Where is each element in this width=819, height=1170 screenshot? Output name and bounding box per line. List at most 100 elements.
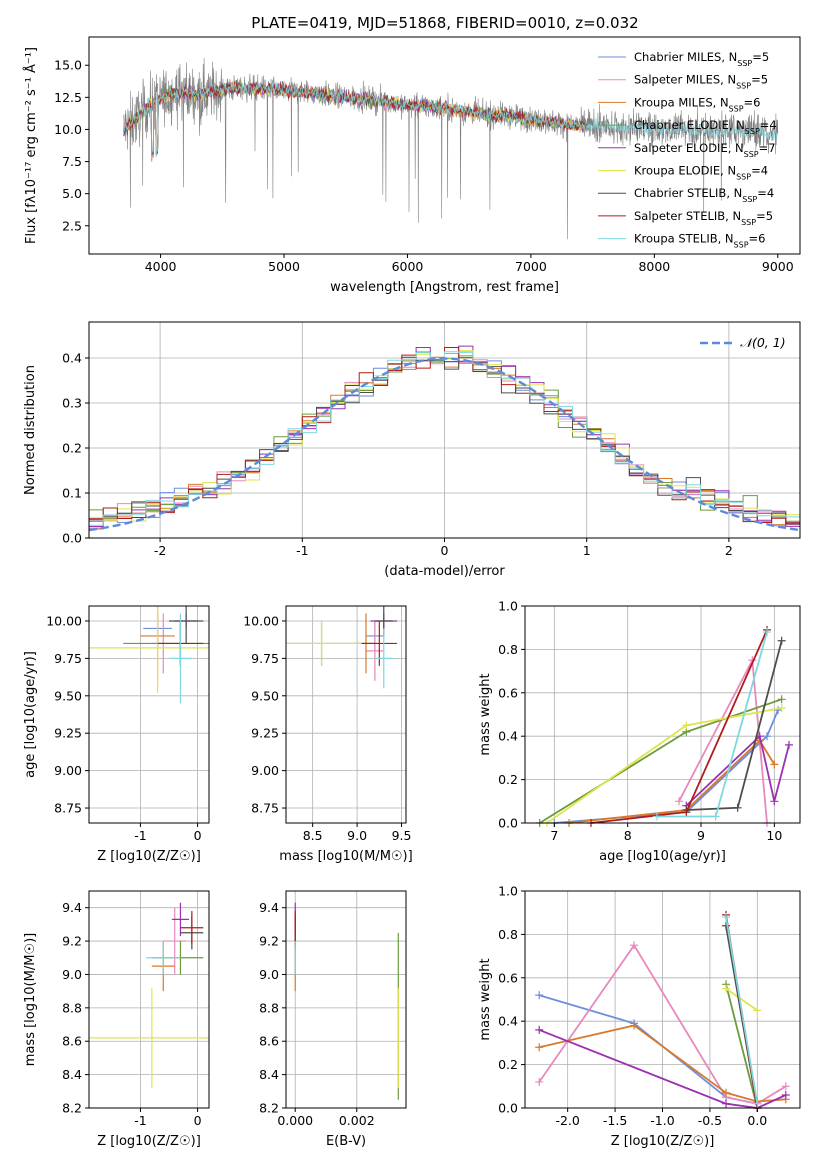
x-tick-label: 8 bbox=[624, 828, 632, 843]
weight-series-line bbox=[725, 984, 759, 1109]
weight-point-marker bbox=[777, 695, 786, 704]
y-tick-label: 8.2 bbox=[259, 1101, 279, 1116]
weight-point-marker bbox=[682, 721, 691, 730]
y-axis-label: Normed distribution bbox=[23, 365, 38, 495]
plot-frame bbox=[285, 605, 407, 824]
plot-frame bbox=[285, 890, 407, 1109]
weight-point-marker bbox=[722, 1099, 731, 1108]
y-tick-label: 8.8 bbox=[62, 1000, 82, 1015]
x-axis-label: Z [log10(Z/Z☉)] bbox=[97, 849, 201, 864]
y-tick-label: 9.2 bbox=[259, 934, 279, 949]
x-tick-label: 0.002 bbox=[339, 1113, 375, 1128]
residuals-axes bbox=[88, 322, 801, 539]
mass_vs_ebv-frame: 0.000 0.002 8.2 8.4 8.6 8.8 9.0 9.2 9.4 E(B-V) bbox=[259, 890, 407, 1149]
x-tick-label: 9.0 bbox=[347, 828, 367, 843]
weight_vs_Z-frame: -2.0 -1.5 -1.0 -0.5 0.0 0.0 0.2 0.4 0.6 0.8 1.0 Z [… bbox=[478, 884, 801, 1149]
weight-series-line bbox=[568, 739, 776, 824]
weight-point-marker bbox=[675, 797, 683, 806]
x-tick-label: 6000 bbox=[392, 259, 424, 274]
residual-histogram bbox=[89, 356, 800, 525]
y-tick-label: 0.2 bbox=[498, 1057, 518, 1072]
weight-point-marker bbox=[722, 1088, 731, 1097]
y-tick-label: 1.0 bbox=[498, 599, 518, 614]
mass_vs_ebv-axes bbox=[286, 891, 406, 1109]
x-axis-label: (data-model)/error bbox=[384, 564, 505, 579]
x-tick-label: 10 bbox=[766, 828, 782, 843]
weight-point-marker bbox=[722, 984, 731, 993]
legend-entry: Chabrier MILES, NSSP=5 bbox=[634, 50, 769, 68]
x-tick-label: -2.0 bbox=[555, 1113, 579, 1128]
x-tick-label: -1 bbox=[134, 1113, 146, 1128]
weight-point-marker bbox=[781, 1082, 790, 1091]
y-tick-label: 8.4 bbox=[62, 1067, 82, 1082]
weight-series-line bbox=[539, 698, 782, 824]
x-tick-label: 0 bbox=[194, 828, 202, 843]
x-tick-label: 7 bbox=[550, 828, 558, 843]
model-spectrum-line bbox=[123, 81, 584, 157]
legend-entry: Chabrier ELODIE, NSSP=4 bbox=[634, 118, 777, 136]
x-tick-label: 8000 bbox=[638, 259, 670, 274]
spectrum-legend: Chabrier MILES, NSSP=5 Salpeter MILES, NS… bbox=[598, 50, 777, 249]
legend-entry: Chabrier STELIB, NSSP=4 bbox=[634, 186, 774, 204]
weight-point-marker bbox=[777, 636, 786, 645]
weight_vs_Z-axes bbox=[525, 890, 800, 1112]
y-tick-label: 0.0 bbox=[498, 816, 518, 831]
y-tick-label: 0.3 bbox=[62, 396, 82, 411]
x-axis-label: age [log10(age/yr)] bbox=[599, 849, 726, 864]
y-tick-label: 0.4 bbox=[498, 729, 518, 744]
y-axis-label: mass [log10(M/M☉)] bbox=[23, 933, 38, 1066]
residual-histogram bbox=[89, 351, 800, 526]
y-tick-label: 2.5 bbox=[62, 218, 82, 233]
weight-point-marker bbox=[781, 1090, 790, 1099]
y-axis-label: age [log10(age/yr)] bbox=[23, 651, 38, 778]
weight-series-line bbox=[685, 734, 790, 807]
weight-point-marker bbox=[777, 703, 786, 712]
weight-series-line bbox=[546, 707, 782, 824]
x-tick-label: -1.0 bbox=[650, 1113, 674, 1128]
errorbar-points bbox=[89, 606, 209, 704]
weight-point-marker bbox=[770, 797, 779, 806]
y-axis-label: Flux [fλ10⁻¹⁷ erg cm⁻² s⁻¹ Å⁻¹] bbox=[23, 47, 39, 244]
y-tick-label: 15.0 bbox=[54, 58, 82, 73]
normal-pdf-curve bbox=[88, 357, 801, 532]
y-tick-label: 9.00 bbox=[251, 763, 279, 778]
x-tick-label: 8.5 bbox=[303, 828, 323, 843]
weight-point-marker bbox=[535, 1043, 544, 1052]
y-tick-label: 8.75 bbox=[54, 801, 82, 816]
age_vs_mass-axes bbox=[286, 606, 406, 823]
x-tick-label: 9000 bbox=[762, 259, 794, 274]
weight-point-marker bbox=[753, 1099, 762, 1108]
weight-point-marker bbox=[630, 941, 639, 950]
x-axis-label: Z [log10(Z/Z☉)] bbox=[611, 1134, 715, 1149]
y-tick-label: 7.5 bbox=[62, 154, 82, 169]
errorbar-points bbox=[89, 902, 209, 1088]
y-tick-label: 0.0 bbox=[498, 1101, 518, 1116]
legend-entry: Salpeter STELIB, NSSP=5 bbox=[634, 209, 773, 227]
y-tick-label: 8.6 bbox=[259, 1034, 279, 1049]
y-tick-label: 8.6 bbox=[62, 1034, 82, 1049]
y-tick-label: 9.50 bbox=[54, 688, 82, 703]
weight-point-marker bbox=[733, 803, 742, 812]
y-tick-label: 8.4 bbox=[259, 1067, 279, 1082]
x-tick-label: 4000 bbox=[145, 259, 177, 274]
legend-entry: Kroupa ELODIE, NSSP=4 bbox=[634, 164, 768, 182]
y-tick-label: 9.2 bbox=[62, 934, 82, 949]
x-tick-label: -1 bbox=[134, 828, 146, 843]
weight-point-marker bbox=[653, 812, 661, 821]
y-tick-label: 9.75 bbox=[54, 651, 82, 666]
y-tick-label: 0.8 bbox=[498, 642, 518, 657]
y-tick-label: 9.75 bbox=[251, 651, 279, 666]
x-axis-label: wavelength [Angstrom, rest frame] bbox=[330, 280, 559, 295]
spectrum-axes bbox=[123, 58, 779, 240]
x-axis-label: Z [log10(Z/Z☉)] bbox=[97, 1134, 201, 1149]
mass_vs_Z-frame: -1 0 8.2 8.4 8.6 8.8 9.0 9.2 9.4 Z [log10(Z/Z☉)] m… bbox=[23, 890, 210, 1149]
y-tick-label: 9.25 bbox=[251, 726, 279, 741]
x-tick-label: 0.000 bbox=[277, 1113, 313, 1128]
y-tick-label: 10.00 bbox=[243, 613, 279, 628]
weight_vs_age-axes bbox=[525, 605, 800, 827]
weight-point-marker bbox=[682, 808, 691, 817]
x-tick-label: 7000 bbox=[515, 259, 547, 274]
x-tick-label: 9.5 bbox=[392, 828, 412, 843]
weight-point-marker bbox=[722, 921, 731, 930]
spectrum-lines bbox=[123, 58, 779, 240]
